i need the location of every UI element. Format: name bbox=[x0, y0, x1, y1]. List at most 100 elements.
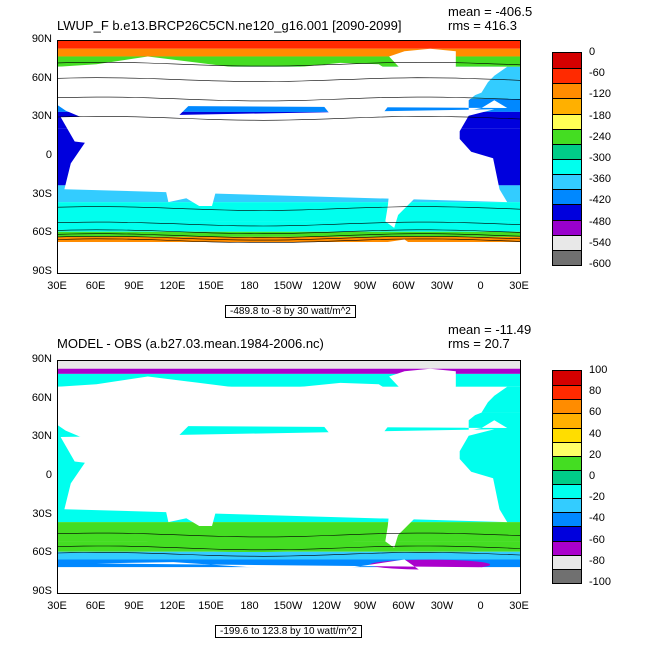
colorbar-label: -60 bbox=[589, 533, 605, 546]
land-antarctica bbox=[96, 239, 482, 273]
lat-tick-label: 90N bbox=[31, 353, 52, 365]
contour-line bbox=[58, 233, 520, 238]
anomaly-region bbox=[140, 536, 361, 553]
panel-1-rms: rms = 416.3 bbox=[448, 18, 518, 33]
colorbar-label: -600 bbox=[589, 258, 612, 270]
contour-line bbox=[58, 238, 520, 243]
lon-tick-label: 90W bbox=[353, 600, 377, 612]
lon-tick-label: 150E bbox=[198, 600, 224, 612]
lon-tick-label: 0 bbox=[477, 600, 484, 612]
panel-2: MODEL - OBS (a.b27.03.mean.1984-2006.nc)… bbox=[0, 320, 647, 640]
lon-tick-label: 30E bbox=[509, 280, 529, 292]
contour-line bbox=[58, 236, 520, 241]
panel-2-colorbar: 100 80 60 40 20 0 -20 -40 -60 -80 -100 bbox=[552, 364, 611, 588]
lon-tick-label: 30E bbox=[47, 600, 67, 612]
lon-tick-label: 30W bbox=[430, 280, 454, 292]
lon-tick-label: 60E bbox=[85, 280, 106, 292]
colorbar-box bbox=[553, 143, 581, 159]
colorbar-label: 20 bbox=[589, 448, 602, 461]
colorbar-box bbox=[553, 371, 581, 386]
ocean-band bbox=[58, 559, 520, 568]
colorbar-label: -480 bbox=[589, 215, 612, 228]
lat-tick-label: 90S bbox=[32, 585, 52, 597]
ocean-band bbox=[58, 551, 520, 560]
panel-2-rms: rms = 20.7 bbox=[448, 336, 510, 351]
colorbar-box bbox=[553, 568, 581, 583]
colorbar-label: -540 bbox=[589, 236, 612, 249]
lat-tick-label: 0 bbox=[45, 149, 52, 161]
land-greenland bbox=[389, 48, 456, 80]
land-samerica bbox=[377, 464, 437, 548]
colorbar-box bbox=[553, 540, 581, 555]
panel-1-map bbox=[57, 40, 521, 274]
panel-1-title: LWUP_F b.e13.BRCP26C5CN.ne120_g16.001 [2… bbox=[57, 18, 402, 33]
colorbar-box bbox=[553, 413, 581, 428]
land-australia bbox=[165, 491, 216, 526]
colorbar-box bbox=[553, 128, 581, 144]
colorbar-box bbox=[553, 498, 581, 513]
contour-line bbox=[58, 77, 520, 82]
lon-tick-label: 120E bbox=[159, 280, 186, 292]
lat-tick-label: 60S bbox=[32, 546, 52, 559]
land-namerica bbox=[265, 382, 410, 467]
panel-2-range-label: -199.6 to 123.8 by 10 watt/m^2 bbox=[215, 625, 362, 638]
colorbar-label: 60 bbox=[589, 406, 602, 419]
panel-1-range-label: -489.8 to -8 by 30 watt/m^2 bbox=[225, 305, 356, 318]
lon-tick-label: 90E bbox=[124, 280, 144, 292]
panel-1-colorbar: 0 -60 -120 -180 -240 -300 -360 -420 -480 -540 -600 bbox=[552, 46, 611, 270]
land-india bbox=[106, 123, 133, 147]
land-arabia bbox=[64, 118, 93, 141]
ocean-band bbox=[58, 56, 520, 67]
contour-line bbox=[58, 552, 520, 557]
colorbar-label: -240 bbox=[589, 130, 612, 143]
land-australia bbox=[165, 171, 216, 206]
panel-2-mean: mean = -11.49 bbox=[448, 322, 532, 337]
colorbar-box bbox=[553, 113, 581, 129]
colorbar-box bbox=[553, 68, 581, 84]
colorbar-label: -300 bbox=[589, 152, 612, 164]
lon-tick-label: 180 bbox=[240, 280, 259, 292]
colorbar-box bbox=[553, 399, 581, 414]
colorbar-label: 100 bbox=[589, 364, 608, 376]
colorbar-label: 40 bbox=[589, 427, 602, 440]
colorbar-label: -120 bbox=[589, 88, 612, 101]
lon-tick-label: 120E bbox=[159, 600, 186, 612]
colorbar-box bbox=[553, 526, 581, 541]
ocean-band bbox=[58, 236, 520, 243]
contour-line bbox=[58, 229, 520, 235]
colorbar-box bbox=[553, 484, 581, 499]
colorbar-label: -100 bbox=[589, 576, 612, 588]
colorbar-box bbox=[553, 204, 581, 220]
colorbar-box bbox=[553, 53, 581, 69]
contour-line bbox=[58, 62, 520, 67]
lat-tick-label: 30N bbox=[31, 430, 52, 443]
colorbar-label: -20 bbox=[589, 491, 605, 504]
colorbar-label: 80 bbox=[589, 385, 602, 398]
lat-tick-label: 60N bbox=[31, 391, 52, 404]
panel-2-map bbox=[57, 360, 521, 594]
colorbar-label: -360 bbox=[589, 173, 612, 186]
contour-line bbox=[58, 221, 520, 227]
lat-tick-label: 90S bbox=[32, 265, 52, 277]
colorbar-box bbox=[553, 249, 581, 265]
colorbar-label: -60 bbox=[589, 67, 605, 80]
colorbar-box bbox=[553, 189, 581, 205]
colorbar-label: -80 bbox=[589, 554, 605, 567]
land-antarctica bbox=[96, 559, 482, 593]
colorbar-box bbox=[553, 174, 581, 190]
lon-tick-label: 120W bbox=[312, 600, 341, 612]
contour-line bbox=[58, 96, 520, 102]
lon-tick-label: 60W bbox=[392, 280, 415, 292]
lon-tick-label: 30E bbox=[509, 600, 529, 612]
lon-tick-label: 180 bbox=[240, 600, 259, 612]
lat-tick-label: 60N bbox=[31, 71, 52, 84]
lat-tick-label: 30N bbox=[31, 110, 52, 123]
ocean-band bbox=[58, 361, 520, 369]
contour-line bbox=[58, 545, 520, 551]
land-seasia bbox=[141, 469, 179, 488]
land-namerica bbox=[265, 62, 410, 147]
land-arabia bbox=[64, 438, 93, 461]
panel-2-map-svg bbox=[58, 361, 520, 593]
lon-tick-label: 120W bbox=[312, 280, 341, 292]
colorbar-label: 0 bbox=[589, 46, 596, 58]
